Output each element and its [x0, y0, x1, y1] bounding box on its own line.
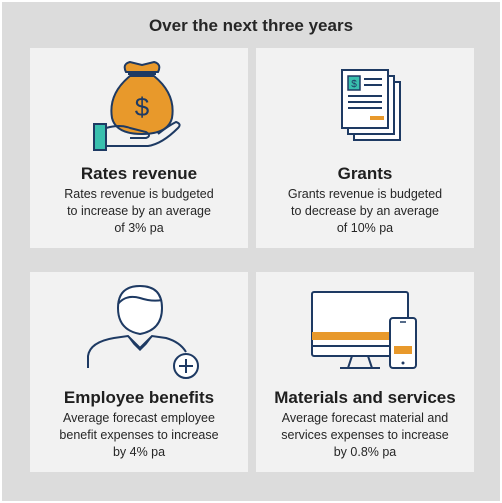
svg-text:$: $ — [351, 79, 357, 90]
card-heading: Rates revenue — [80, 164, 198, 183]
documents-icon: $ — [341, 69, 401, 141]
card-body: Grants revenue is budgeted to decrease b… — [287, 187, 443, 235]
card-materials-services: Materials and services Average forecast … — [256, 272, 474, 472]
card-employee-benefits: Employee benefits Average forecast emplo… — [30, 272, 248, 472]
svg-text:$: $ — [135, 92, 150, 122]
card-heading: Materials and services — [274, 388, 456, 407]
card-grants: $ Grants Grants revenue is budgeted to d… — [256, 48, 474, 248]
card-body: Rates revenue is budgeted to increase by… — [64, 187, 214, 235]
card-rates-revenue: $ Rates revenue Rates revenue is budgete… — [30, 48, 248, 248]
card-heading: Grants — [337, 164, 393, 183]
card-body: Average forecast employee benefit expens… — [59, 411, 219, 459]
devices-icon — [311, 291, 417, 369]
card-body: Average forecast material and services e… — [281, 411, 449, 459]
page-title: Over the next three years — [148, 16, 354, 35]
money-bag-hand-icon: $ — [93, 60, 181, 151]
person-add-icon — [87, 284, 199, 379]
card-heading: Employee benefits — [63, 388, 215, 407]
